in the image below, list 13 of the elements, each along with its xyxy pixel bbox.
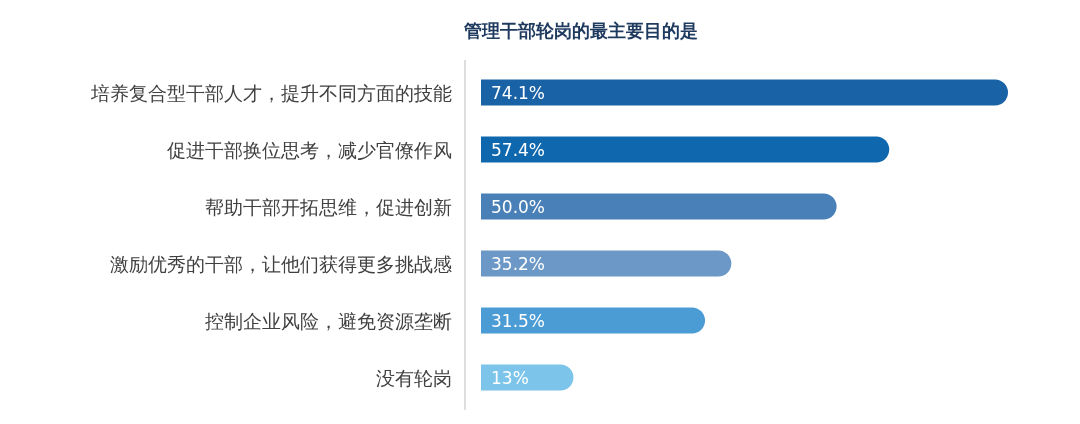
value-label: 13% (491, 368, 529, 388)
category-label: 帮助干部开拓思维，促进创新 (205, 196, 452, 218)
value-label: 31.5% (491, 311, 545, 331)
category-label: 控制企业风险，避免资源垄断 (205, 310, 452, 332)
category-label: 培养复合型干部人才，提升不同方面的技能 (91, 82, 452, 104)
value-label: 50.0% (491, 197, 545, 217)
title: 管理干部轮岗的最主要目的是 (464, 20, 698, 41)
category-label: 促进干部换位思考，减少官僚作风 (167, 139, 452, 161)
category-label: 没有轮岗 (376, 367, 452, 389)
category-label: 激励优秀的干部，让他们获得更多挑战感 (110, 253, 452, 275)
value-label: 57.4% (491, 140, 545, 160)
value-label: 35.2% (491, 254, 545, 274)
value-label: 74.1% (491, 83, 545, 103)
